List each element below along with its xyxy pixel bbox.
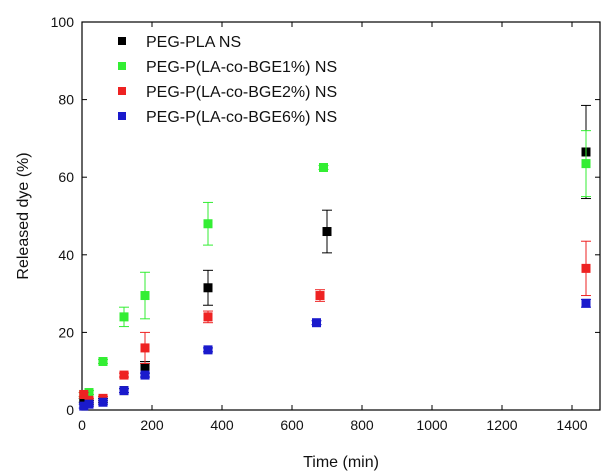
legend-marker [118, 87, 126, 95]
data-point [119, 312, 129, 322]
data-point [203, 219, 213, 229]
data-point [119, 386, 129, 396]
x-axis-title: Time (min) [303, 454, 379, 471]
y-tick-label: 60 [58, 169, 74, 185]
data-point [581, 263, 591, 273]
plot-area [81, 21, 601, 411]
x-tick-label: 600 [280, 417, 304, 433]
legend-marker [118, 62, 126, 70]
series-4 [78, 298, 591, 411]
legend-marker [118, 37, 126, 45]
data-point [322, 227, 332, 237]
y-axis: 0 20 40 60 80 100 [51, 14, 600, 418]
y-tick-label: 80 [58, 92, 74, 108]
y-tick-label: 40 [58, 247, 74, 263]
legend-marker [118, 112, 126, 120]
series-1 [78, 104, 591, 407]
data-point [203, 345, 213, 355]
data-point [79, 389, 89, 399]
data-point [581, 298, 591, 308]
legend-label: PEG-PLA NS [146, 34, 241, 51]
data-point [203, 283, 213, 293]
data-point [140, 370, 150, 380]
x-tick-label: 200 [140, 417, 164, 433]
data-point [312, 318, 321, 328]
data-point [315, 291, 325, 301]
legend-label: PEG-P(LA-co-BGE6%) NS [146, 109, 337, 126]
x-tick-label: 1200 [486, 417, 517, 433]
y-tick-label: 20 [58, 324, 74, 340]
data-point [84, 399, 94, 409]
data-point [140, 291, 150, 301]
plot-frame [81, 21, 601, 411]
data-point [84, 388, 94, 398]
data-point [203, 312, 213, 322]
y-tick-label: 0 [66, 402, 74, 418]
x-tick-label: 800 [350, 417, 374, 433]
data-point [119, 370, 129, 380]
data-point [79, 401, 89, 411]
x-tick-label: 400 [210, 417, 234, 433]
data-point [79, 395, 89, 405]
y-axis-title: Released dye (%) [15, 152, 32, 279]
series-2 [78, 130, 591, 399]
legend-label: PEG-P(LA-co-BGE1%) NS [146, 59, 337, 76]
x-tick-label: 1000 [416, 417, 447, 433]
legend-label: PEG-P(LA-co-BGE2%) NS [146, 84, 337, 101]
x-tick-label: 0 [78, 417, 86, 433]
data-point [581, 159, 591, 169]
data-point [98, 397, 108, 407]
series-3 [78, 240, 591, 405]
data-point [140, 343, 150, 353]
x-tick-label: 1400 [556, 417, 587, 433]
data-series [78, 104, 591, 411]
data-point [98, 357, 108, 366]
data-point [319, 163, 328, 172]
data-point [140, 362, 150, 372]
legend: PEG-PLA NS PEG-P(LA-co-BGE1%) NS PEG-P(LA-… [118, 34, 337, 126]
y-tick-label: 100 [51, 14, 75, 30]
x-axis: 0 200 400 600 800 1000 1200 1400 [78, 22, 588, 433]
